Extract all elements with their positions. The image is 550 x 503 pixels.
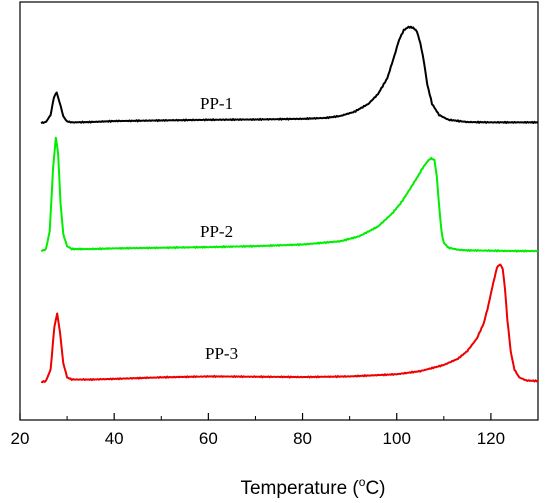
x-tick-label: 20 (11, 429, 30, 448)
x-tick-label: 120 (477, 429, 505, 448)
x-axis-title: Temperature (oC) (240, 475, 385, 499)
series-label-pp-3: PP-3 (205, 344, 238, 363)
series-line-pp-1 (40, 25, 539, 125)
plot-frame (19, 1, 539, 421)
x-axis-title-post: C) (365, 478, 385, 499)
series-line-pp-3 (40, 263, 539, 384)
x-tick-label: 40 (105, 429, 124, 448)
x-ticks: 20 40 60 80 100 120 (11, 413, 505, 448)
x-tick-label: 60 (199, 429, 218, 448)
series-labels: PP-1 PP-2 PP-3 (200, 94, 238, 363)
x-tick-label: 100 (383, 429, 411, 448)
series-line-pp-2 (40, 136, 539, 253)
series-lines (40, 25, 539, 384)
x-axis-title-pre: Temperature ( (240, 478, 359, 499)
x-tick-label: 80 (293, 429, 312, 448)
x-axis-title-sup: o (359, 475, 366, 489)
series-label-pp-2: PP-2 (200, 222, 233, 241)
series-label-pp-1: PP-1 (200, 94, 233, 113)
